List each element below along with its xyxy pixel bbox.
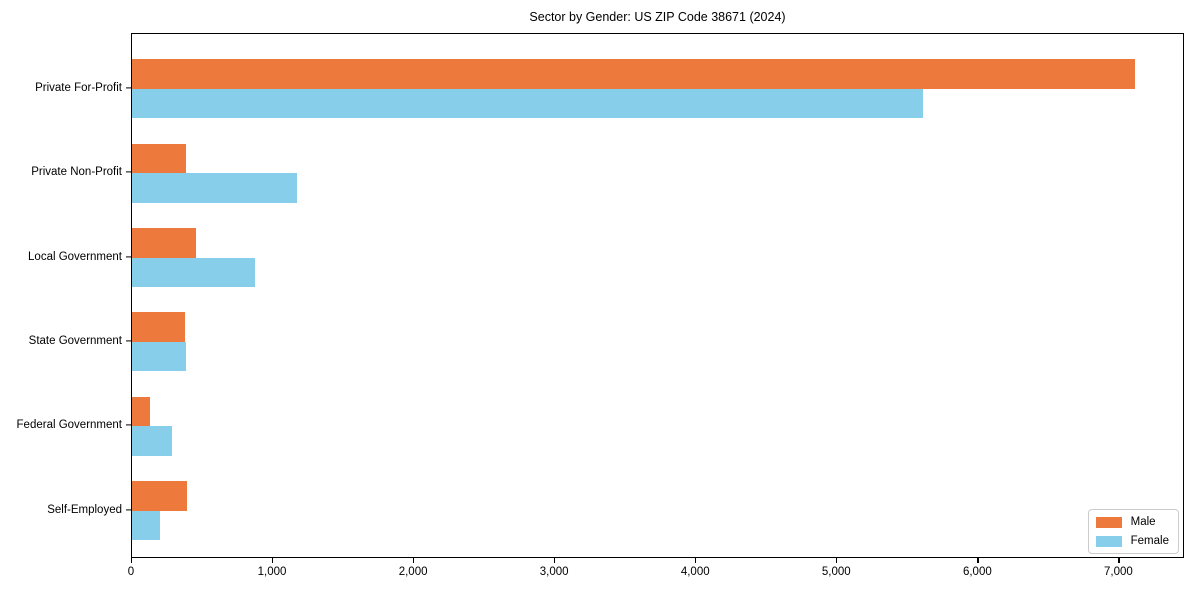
bar-female-self-employed	[132, 510, 161, 541]
plot-area: Male Female	[131, 33, 1184, 558]
legend-label-male: Male	[1130, 516, 1156, 528]
bar-male-federal-government	[132, 396, 150, 427]
bar-male-state-government	[132, 312, 185, 342]
x-tick-label: 5,000	[821, 566, 851, 578]
x-tick-mark	[272, 558, 274, 563]
legend-entry-male: Male	[1095, 516, 1169, 528]
y-tick-label: Local Government	[28, 250, 122, 263]
legend-swatch-male	[1095, 516, 1122, 528]
x-tick-mark	[131, 558, 133, 563]
legend-swatch-female	[1095, 535, 1122, 547]
x-tick-mark	[413, 558, 415, 563]
legend-entry-female: Female	[1095, 535, 1169, 547]
bar-female-private-for-profit	[132, 88, 924, 119]
y-tick-label: Private For-Profit	[35, 81, 122, 94]
y-tick-label: Private Non-Profit	[31, 166, 122, 179]
legend: Male Female	[1087, 509, 1179, 554]
y-tick-label: State Government	[28, 334, 122, 347]
y-tick-mark	[126, 87, 131, 89]
x-tick-label: 3,000	[539, 566, 569, 578]
legend-label-female: Female	[1130, 535, 1169, 547]
bar-male-private-for-profit	[132, 59, 1135, 89]
x-tick-label: 6,000	[962, 566, 992, 578]
x-tick-mark	[554, 558, 556, 563]
bar-male-private-non-profit	[132, 143, 187, 174]
x-tick-label: 2,000	[398, 566, 428, 578]
x-tick-mark	[695, 558, 697, 563]
bar-female-federal-government	[132, 426, 172, 456]
y-tick-label: Federal Government	[16, 419, 122, 432]
x-tick-mark	[1118, 558, 1120, 563]
x-tick-label: 7,000	[1104, 566, 1133, 578]
x-tick-mark	[836, 558, 838, 563]
bar-male-local-government	[132, 228, 197, 258]
bar-female-state-government	[132, 341, 187, 372]
y-tick-mark	[126, 255, 131, 258]
bar-female-local-government	[132, 257, 256, 287]
chart-title: Sector by Gender: US ZIP Code 38671 (202…	[529, 10, 786, 24]
x-tick-label: 1,000	[257, 566, 287, 578]
bar-male-self-employed	[132, 481, 187, 511]
y-tick-label: Self-Employed	[47, 503, 122, 516]
x-tick-mark	[977, 558, 979, 563]
x-tick-label: 0	[127, 566, 135, 578]
y-tick-mark	[126, 424, 131, 426]
x-tick-label: 4,000	[680, 566, 710, 578]
bar-female-private-non-profit	[132, 173, 298, 203]
y-tick-mark	[126, 509, 131, 511]
y-tick-mark	[126, 171, 131, 173]
y-tick-mark	[126, 340, 131, 342]
